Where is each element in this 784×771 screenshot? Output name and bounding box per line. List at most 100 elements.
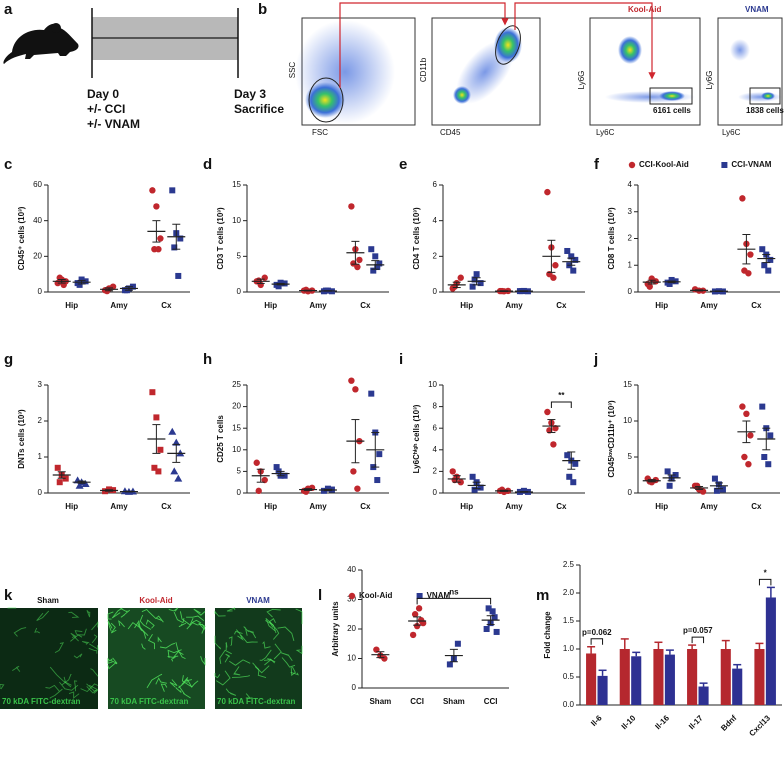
vessel [13,627,27,637]
data-point [471,276,478,283]
data-point [370,267,377,274]
y-axis-label: CD4 T cells (10³) [412,207,421,270]
group-label: Kool-Aid [628,5,661,14]
vessel [245,693,253,699]
y-axis-label: Arbitrary units [331,601,340,657]
x-tick-label: Amy [110,301,128,310]
data-point [719,486,726,493]
vessel [229,659,251,666]
vessel [240,634,258,643]
bar [754,649,765,705]
y-tick-label: 6 [433,180,438,189]
x-tick-label: Cxcl13 [747,713,772,738]
vessel [186,615,205,622]
vessel [107,611,114,620]
y-axis-label: CD25 T cells [216,415,225,463]
y-tick-label: 20 [33,251,42,260]
vessel [147,634,155,650]
x-tick-label: Il-16 [653,713,671,731]
data-point [157,235,164,242]
y-tick-label: 60 [33,180,42,189]
data-point [374,264,381,271]
data-point [713,487,720,494]
data-point [544,408,551,416]
data-point [368,390,375,397]
data-point [352,386,359,393]
vessel [228,636,233,646]
vessel [281,652,293,662]
y-tick-label: 4 [628,180,633,189]
vessel [178,622,187,628]
vessel [259,649,272,661]
vessel [265,620,277,634]
vessel [88,647,98,654]
data-point [477,280,484,287]
vessel [262,641,271,649]
vessel [254,665,270,674]
x-tick-label: Il-10 [620,713,638,731]
data-point [485,605,492,612]
flow-plots [295,2,783,126]
panel-letter: m [536,587,549,604]
x-tick-label: Hip [65,502,78,511]
data-point [177,235,184,242]
bar [631,656,642,705]
cell-density [453,86,471,104]
data-point [767,256,774,263]
y-tick-label: 0 [628,488,633,497]
panel-letter: b [258,1,267,18]
y-tick-label: 2 [38,416,43,425]
vessel [146,673,163,689]
data-point [711,475,718,482]
bar [720,649,731,705]
data-point [747,251,754,258]
data-point [149,187,156,194]
x-tick-label: Hip [264,301,277,310]
vessel [86,610,91,618]
flow-axis-label: CD11b [419,57,428,82]
vessel [160,683,168,692]
data-point [409,631,417,639]
significance-label: ns [449,587,459,596]
data-point [277,279,284,286]
data-point [170,467,179,475]
data-point [564,247,571,254]
vessel [263,658,276,663]
bar [653,649,664,705]
vessel [159,642,176,649]
vessel [169,679,178,688]
micrograph [0,608,98,709]
x-tick-label: Il-17 [687,713,705,731]
data-point [471,486,478,493]
vessel [63,676,72,686]
vessel [265,617,276,632]
x-tick-label: Il-6 [589,713,604,728]
vessel [0,683,5,690]
vessel [120,609,130,618]
vessel [179,611,194,626]
vessel [139,614,152,630]
bar [698,686,709,705]
vessel [235,629,244,641]
significance-bracket [590,638,604,645]
y-tick-label: 0 [628,287,633,296]
vessel [231,675,251,678]
vessel [49,666,72,688]
data-point [739,403,746,410]
panel-letter: k [4,587,13,604]
x-tick-label: Amy [505,502,523,511]
vessel [175,641,186,660]
x-tick-label: Amy [309,502,327,511]
vessel [74,630,83,638]
flow-axis-label: FSC [312,128,328,137]
data-point [175,272,182,279]
vessel [141,608,157,620]
vessel [89,643,99,651]
data-point [275,283,282,290]
cell-density [659,91,685,101]
x-tick-label: Sham [369,697,391,706]
vessel [70,632,79,642]
data-point [413,622,421,630]
data-point [324,485,331,492]
